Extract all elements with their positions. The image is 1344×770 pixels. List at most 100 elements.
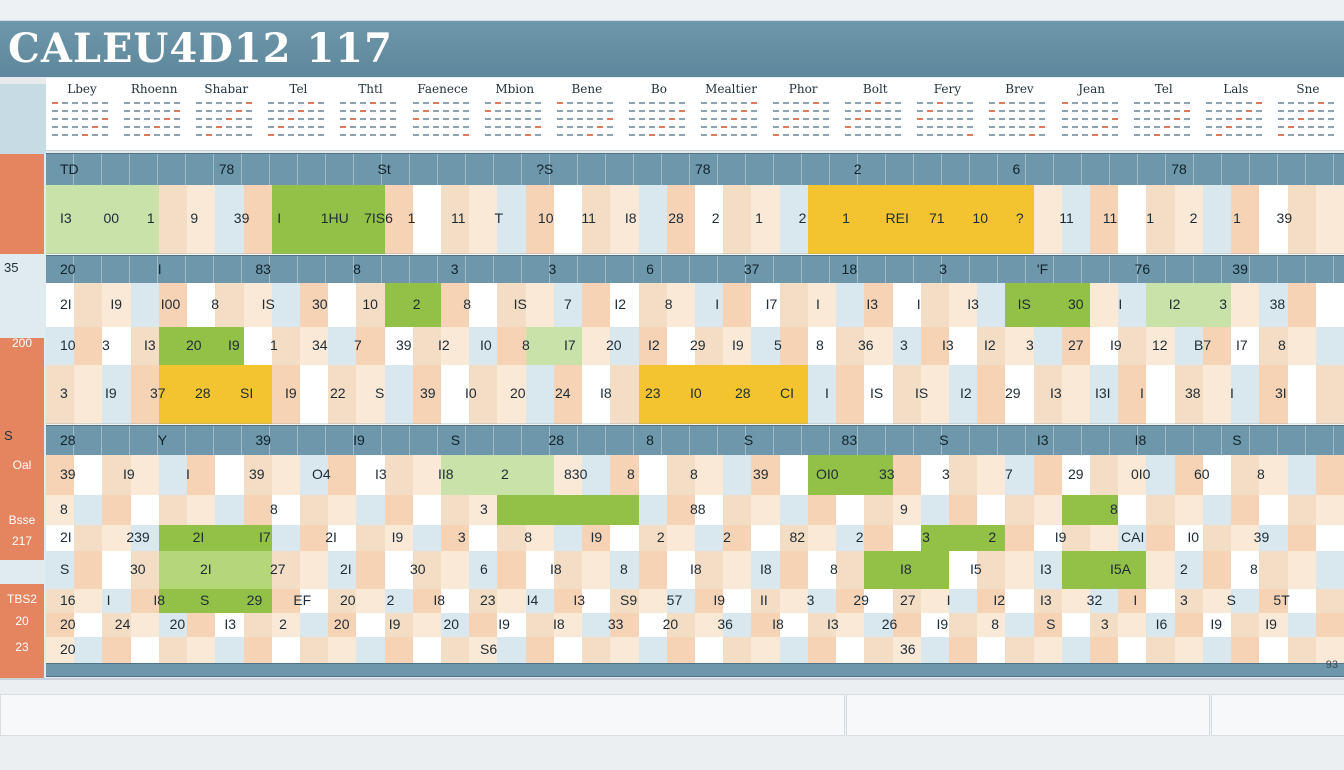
- day-cell[interactable]: [751, 525, 781, 552]
- day-cell[interactable]: [271, 637, 301, 664]
- day-cell[interactable]: [977, 637, 1007, 664]
- day-cell[interactable]: [1090, 455, 1120, 496]
- day-cell[interactable]: [920, 327, 950, 366]
- day-cell[interactable]: [1315, 327, 1344, 366]
- day-cell[interactable]: [864, 525, 894, 552]
- day-cell[interactable]: [779, 551, 809, 590]
- day-cell[interactable]: [1259, 327, 1289, 366]
- day-cell[interactable]: [158, 525, 189, 552]
- month-column[interactable]: Lbey: [46, 78, 118, 150]
- day-cell[interactable]: [215, 551, 245, 590]
- day-cell[interactable]: [356, 495, 386, 526]
- day-cell[interactable]: [1005, 637, 1035, 664]
- day-cell[interactable]: [582, 551, 612, 590]
- day-cell[interactable]: [497, 185, 527, 254]
- day-cell[interactable]: [836, 185, 866, 254]
- day-cell[interactable]: [299, 365, 330, 424]
- day-cell[interactable]: [328, 283, 358, 328]
- day-cell[interactable]: [610, 613, 640, 638]
- day-cell[interactable]: [1231, 495, 1261, 526]
- day-cell[interactable]: [864, 455, 894, 496]
- day-cell[interactable]: [1118, 455, 1148, 496]
- day-cell[interactable]: [1259, 495, 1289, 526]
- day-cell[interactable]: [920, 637, 950, 664]
- day-cell[interactable]: [977, 327, 1007, 366]
- day-cell[interactable]: [892, 525, 922, 552]
- day-cell[interactable]: [497, 551, 527, 590]
- day-cell[interactable]: [1090, 185, 1120, 254]
- day-cell[interactable]: [441, 495, 471, 526]
- day-cell[interactable]: [299, 495, 330, 526]
- day-cell[interactable]: [695, 637, 725, 664]
- day-cell[interactable]: [1174, 185, 1204, 254]
- day-cell[interactable]: [130, 455, 160, 496]
- day-cell[interactable]: [271, 283, 301, 328]
- month-column[interactable]: Bolt: [839, 78, 911, 150]
- day-cell[interactable]: [666, 185, 696, 254]
- day-cell[interactable]: [807, 637, 838, 664]
- day-cell[interactable]: [469, 455, 499, 496]
- day-cell[interactable]: [1202, 365, 1233, 424]
- day-cell[interactable]: [187, 613, 217, 638]
- day-cell[interactable]: [1146, 637, 1176, 664]
- day-cell[interactable]: [74, 455, 104, 496]
- day-cell[interactable]: [751, 365, 781, 424]
- day-cell[interactable]: [977, 495, 1007, 526]
- day-cell[interactable]: [497, 589, 527, 614]
- day-cell[interactable]: [497, 283, 527, 328]
- day-cell[interactable]: [1231, 365, 1261, 424]
- day-cell[interactable]: [666, 525, 696, 552]
- day-cell[interactable]: [441, 637, 471, 664]
- day-cell[interactable]: [1202, 637, 1233, 664]
- day-cell[interactable]: [723, 637, 753, 664]
- day-cell[interactable]: [807, 495, 838, 526]
- day-cell[interactable]: [187, 455, 217, 496]
- day-cell[interactable]: [74, 589, 104, 614]
- day-cell[interactable]: [469, 525, 499, 552]
- day-cell[interactable]: [695, 455, 725, 496]
- day-cell[interactable]: [723, 551, 753, 590]
- day-cell[interactable]: [1231, 455, 1261, 496]
- day-cell[interactable]: [864, 283, 894, 328]
- day-cell[interactable]: [525, 283, 555, 328]
- day-cell[interactable]: [779, 327, 809, 366]
- day-cell[interactable]: [920, 551, 950, 590]
- day-cell[interactable]: [1005, 365, 1035, 424]
- day-cell[interactable]: [1259, 525, 1289, 552]
- day-cell[interactable]: [46, 589, 76, 614]
- day-cell[interactable]: [1315, 589, 1344, 614]
- day-cell[interactable]: [299, 327, 330, 366]
- day-cell[interactable]: [299, 637, 330, 664]
- day-cell[interactable]: [638, 551, 668, 590]
- month-column[interactable]: Sne: [1272, 78, 1344, 150]
- day-cell[interactable]: [1061, 455, 1092, 496]
- day-cell[interactable]: [1005, 525, 1035, 552]
- day-cell[interactable]: [1118, 365, 1148, 424]
- day-cell[interactable]: [1259, 637, 1289, 664]
- day-cell[interactable]: [582, 637, 612, 664]
- day-cell[interactable]: [1033, 637, 1063, 664]
- day-cell[interactable]: [215, 525, 245, 552]
- day-cell[interactable]: [582, 283, 612, 328]
- day-cell[interactable]: [1202, 551, 1233, 590]
- day-cell[interactable]: [215, 455, 245, 496]
- day-cell[interactable]: [1146, 589, 1176, 614]
- day-cell[interactable]: [384, 495, 414, 526]
- day-cell[interactable]: [1287, 455, 1317, 496]
- day-cell[interactable]: [553, 185, 584, 254]
- day-cell[interactable]: [215, 495, 245, 526]
- day-cell[interactable]: [271, 525, 301, 552]
- day-cell[interactable]: [751, 185, 781, 254]
- day-cell[interactable]: [1033, 455, 1063, 496]
- day-cell[interactable]: [1174, 613, 1204, 638]
- day-cell[interactable]: [553, 637, 584, 664]
- day-cell[interactable]: [1259, 551, 1289, 590]
- day-cell[interactable]: [1202, 589, 1233, 614]
- day-cell[interactable]: [807, 525, 838, 552]
- day-cell[interactable]: [1033, 327, 1063, 366]
- day-cell[interactable]: [1090, 637, 1120, 664]
- day-cell[interactable]: [1061, 613, 1092, 638]
- month-column[interactable]: Fery: [911, 78, 983, 150]
- day-cell[interactable]: [271, 455, 301, 496]
- day-cell[interactable]: [977, 365, 1007, 424]
